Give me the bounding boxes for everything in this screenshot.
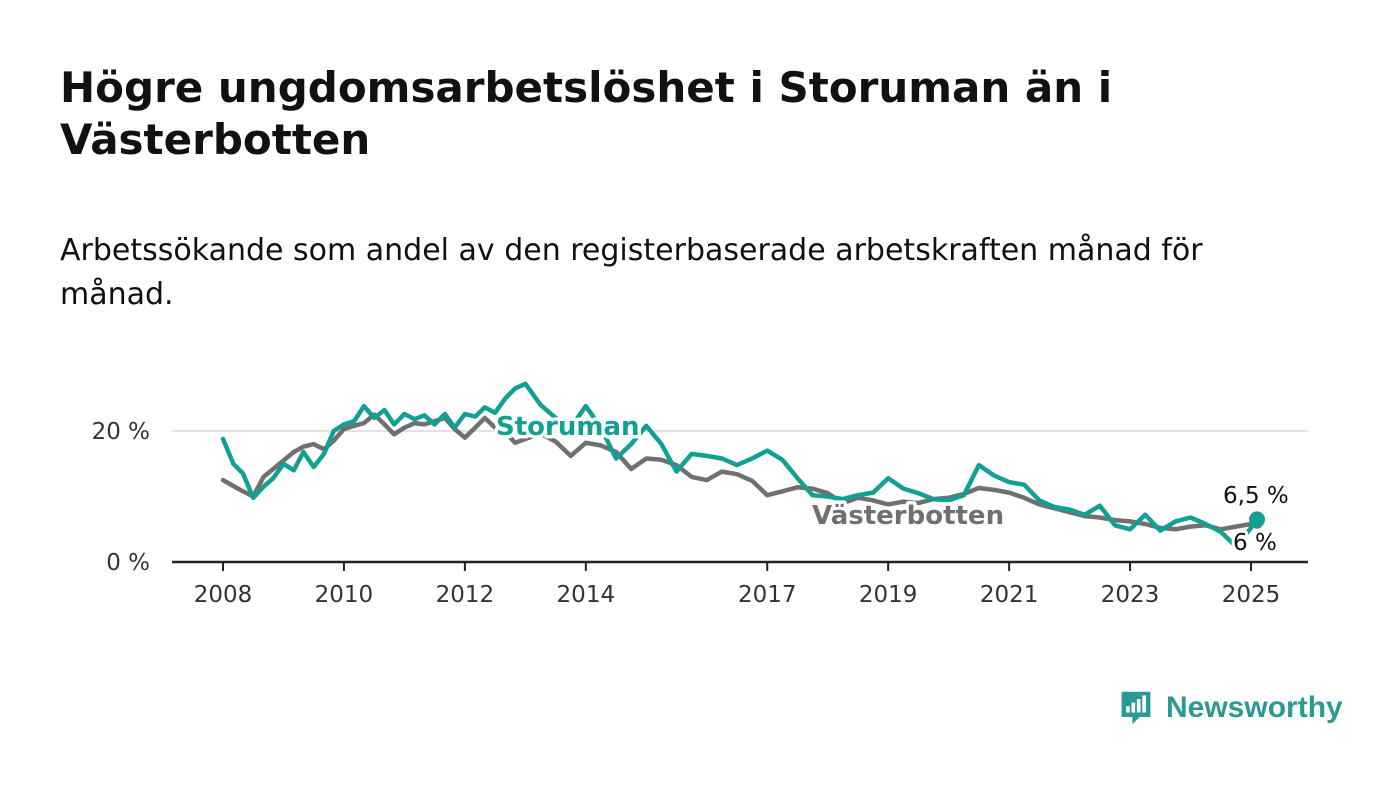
end-label-storuman: 6,5 % [1223, 483, 1289, 509]
chart-title: Högre ungdomsarbetslöshet i Storuman än … [60, 63, 1113, 164]
series-endpoint-storuman [1249, 511, 1266, 528]
x-tick-label: 2012 [436, 582, 495, 608]
x-tick-label: 2023 [1101, 582, 1160, 608]
series-line-storuman [220, 381, 1260, 549]
line-chart: 0 % 20 % 2008 2010 2012 2014 2017 2019 2021 2023… [92, 381, 1308, 608]
newsworthy-logo[interactable]: Newsworthy [1118, 690, 1343, 726]
bar-chart-logo-icon [1121, 691, 1151, 725]
series-label-vasterbotten: Västerbotten [812, 501, 1004, 531]
chart-subtitle: Arbetssökande som andel av den registerb… [60, 233, 1203, 312]
series-label-storuman: Storuman [496, 412, 640, 442]
x-tick-label: 2017 [738, 582, 797, 608]
y-axis: 0 % 20 % [92, 419, 150, 576]
x-tick-label: 2019 [859, 582, 918, 608]
end-label-vasterbotten: 6 % [1233, 530, 1277, 556]
series-labels: Storuman Västerbotten 6,5 % 6 % [493, 409, 1292, 560]
brand-name: Newsworthy [1166, 691, 1343, 724]
x-tick-label: 2021 [980, 582, 1039, 608]
series-lines [220, 381, 1266, 549]
x-tick-label: 2014 [557, 582, 616, 608]
y-tick-label: 20 % [92, 419, 150, 445]
y-tick-label: 0 % [106, 550, 150, 576]
x-tick-label: 2008 [194, 582, 253, 608]
x-tick-label: 2025 [1222, 582, 1281, 608]
x-tick-label: 2010 [315, 582, 374, 608]
x-axis: 2008 2010 2012 2014 2017 2019 2021 2023 2025 [172, 560, 1308, 608]
